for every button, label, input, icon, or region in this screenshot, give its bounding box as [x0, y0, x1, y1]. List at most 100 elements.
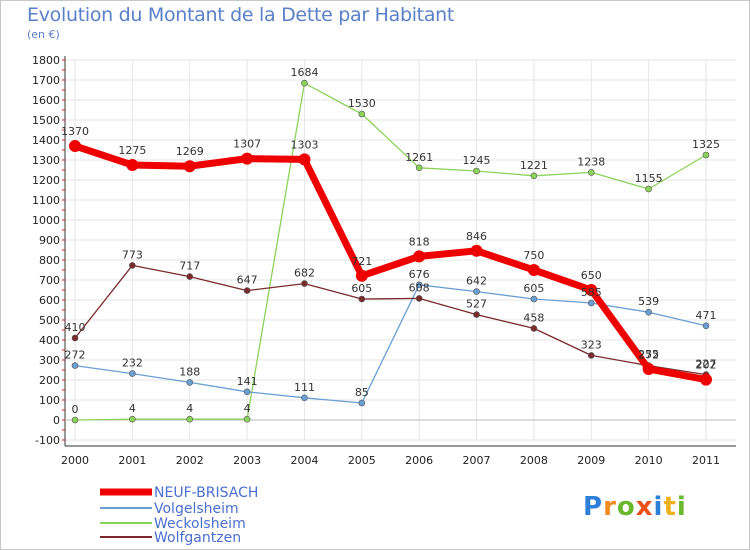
- legend-entry: Wolfgantzen: [154, 530, 241, 546]
- data-label: 647: [237, 274, 258, 287]
- data-point: [241, 152, 254, 165]
- y-tick-label: 1200: [32, 174, 60, 187]
- data-point: [243, 415, 251, 423]
- data-point: [358, 399, 366, 407]
- data-label: 255: [638, 348, 659, 361]
- data-point: [298, 153, 311, 166]
- data-label: 4: [129, 402, 136, 415]
- data-label: 1303: [290, 138, 318, 151]
- data-point: [129, 262, 136, 269]
- data-label: 1530: [348, 97, 376, 110]
- data-point: [71, 334, 79, 342]
- data-point: [71, 416, 79, 424]
- data-point: [126, 159, 139, 171]
- y-tick-label: 1600: [32, 94, 60, 107]
- x-tick-label: 2010: [635, 454, 663, 467]
- data-point: [527, 264, 540, 276]
- logo-letter: P: [583, 492, 604, 522]
- x-tick-label: 2005: [348, 454, 376, 467]
- y-tick-label: 1700: [32, 74, 60, 87]
- data-label: 1221: [520, 159, 548, 172]
- data-point: [587, 169, 595, 176]
- data-label: 4: [186, 402, 193, 415]
- series-line-neuf-brisach: [73, 142, 707, 384]
- y-tick-label: 900: [39, 234, 60, 247]
- legend-entry: Volgelsheim: [154, 501, 239, 517]
- data-point: [301, 79, 308, 87]
- data-point: [645, 308, 652, 316]
- data-label: 608: [409, 281, 430, 294]
- data-label: 846: [466, 230, 487, 243]
- axes: -100 0 100 200 300 400 500 600 700 800 900 1000 1100…: [32, 54, 736, 467]
- data-label: 202: [696, 359, 717, 372]
- data-label: 539: [638, 295, 659, 308]
- series-line-weckolsheim: [74, 82, 707, 421]
- data-point: [301, 280, 308, 287]
- data-label: 676: [409, 268, 430, 281]
- data-label: 1155: [635, 172, 663, 185]
- x-tick-label: 2000: [61, 454, 89, 467]
- x-tick-label: 2009: [577, 454, 605, 467]
- y-tick-label: -100: [35, 434, 60, 447]
- data-point: [702, 151, 710, 159]
- data-point: [186, 379, 194, 386]
- data-point: [415, 295, 423, 302]
- y-tick-label: 200: [39, 374, 60, 387]
- x-tick-label: 2001: [118, 454, 146, 467]
- data-label: 721: [351, 255, 372, 268]
- data-point: [358, 295, 366, 303]
- data-label: 272: [65, 349, 86, 362]
- y-tick-label: 700: [39, 274, 60, 287]
- data-label: 1269: [176, 145, 204, 158]
- x-tick-label: 2004: [290, 454, 318, 467]
- data-point: [186, 415, 194, 423]
- legend: NEUF-BRISACHVolgelsheimWeckolsheimWolfga…: [100, 485, 258, 546]
- data-point: [530, 172, 538, 180]
- series-line-volgelsheim: [74, 284, 707, 404]
- data-label: 1238: [577, 155, 605, 168]
- data-point: [585, 284, 598, 296]
- x-tick-label: 2002: [176, 454, 204, 467]
- data-point: [69, 140, 81, 152]
- chart-title: Evolution du Montant de la Dette par Hab…: [27, 4, 455, 26]
- x-tick-label: 2003: [233, 454, 261, 467]
- data-label: 1245: [463, 154, 491, 167]
- data-label: 232: [122, 357, 143, 370]
- data-label: 1325: [692, 138, 720, 151]
- data-point: [243, 388, 251, 396]
- logo-letter: x: [635, 492, 654, 522]
- data-label: 585: [581, 286, 602, 299]
- data-point: [470, 244, 483, 257]
- x-tick-label: 2008: [520, 454, 548, 467]
- data-point: [413, 250, 426, 263]
- series-layer: [69, 79, 712, 424]
- data-label: 471: [696, 309, 717, 322]
- data-label: 605: [523, 282, 544, 295]
- data-point: [415, 164, 423, 172]
- logo-letter: o: [616, 492, 636, 522]
- data-label: 323: [581, 338, 602, 351]
- x-tick-label: 2007: [463, 454, 491, 467]
- legend-entry: Weckolsheim: [154, 516, 246, 532]
- data-label: 818: [409, 235, 430, 248]
- y-tick-label: 600: [39, 294, 60, 307]
- data-point: [129, 370, 136, 377]
- data-point: [71, 362, 79, 369]
- legend-entry: NEUF-BRISACH: [154, 485, 258, 501]
- data-point: [473, 167, 480, 175]
- data-label: 773: [122, 248, 143, 261]
- data-label: 111: [294, 381, 315, 394]
- data-label: 750: [523, 249, 544, 262]
- data-label: 85: [355, 386, 369, 399]
- data-point: [183, 160, 196, 173]
- data-point: [587, 299, 595, 307]
- data-label: 227: [696, 358, 717, 371]
- data-label: 650: [581, 269, 602, 282]
- y-tick-label: 1300: [32, 154, 60, 167]
- data-point: [700, 373, 712, 386]
- logo-letter: r: [603, 492, 617, 522]
- y-tick-label: 1000: [32, 214, 60, 227]
- y-tick-label: 800: [39, 254, 60, 267]
